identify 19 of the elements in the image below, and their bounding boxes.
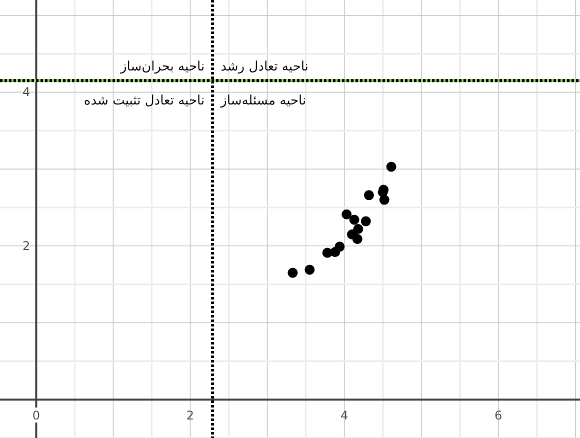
- annotation: ناحیه مسئله‌ساز: [220, 94, 306, 109]
- point: [352, 234, 362, 244]
- point: [334, 242, 345, 252]
- x-tick-label: 6: [494, 408, 502, 423]
- point: [349, 214, 360, 225]
- x-tick-label: 2: [186, 408, 194, 423]
- point: [360, 216, 371, 226]
- point: [304, 264, 315, 275]
- point: [379, 194, 390, 205]
- point: [342, 209, 352, 220]
- annotation: ناحیه بحران‌ساز: [119, 60, 205, 75]
- point: [353, 224, 364, 234]
- annotation: ناحیه تعادل رشد: [220, 60, 308, 75]
- point: [386, 162, 396, 172]
- point: [364, 190, 374, 200]
- x-tick-label: 4: [340, 408, 348, 423]
- x-tick-label: 0: [32, 408, 40, 423]
- annotation: ناحیه تعادل تثبیت شده: [84, 94, 205, 109]
- point: [288, 268, 298, 278]
